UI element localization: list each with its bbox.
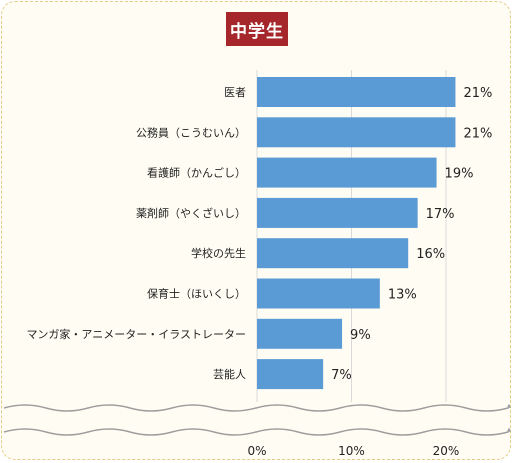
bar-6 bbox=[257, 318, 343, 349]
bars bbox=[257, 77, 456, 390]
value-label: 21% bbox=[463, 126, 492, 141]
x-tick-label: 10% bbox=[338, 444, 365, 458]
axis-break-line-top bbox=[3, 404, 511, 412]
bar-5 bbox=[257, 278, 380, 309]
category-label: マンガ家・アニメーター・イラストレーター bbox=[26, 327, 246, 341]
value-label: 9% bbox=[350, 328, 371, 343]
category-label: 学校の先生 bbox=[191, 246, 246, 260]
value-label: 17% bbox=[426, 207, 455, 222]
chart-title: 中学生 bbox=[226, 12, 288, 46]
category-label: 保育士（ほいくし） bbox=[147, 287, 246, 301]
category-label: 薬剤師（やくざいし） bbox=[136, 206, 246, 220]
value-labels: 21% 21% 19% 17% 16% 13% 9% 7% bbox=[331, 86, 492, 383]
value-label: 21% bbox=[463, 86, 492, 101]
bar-3 bbox=[257, 197, 418, 228]
value-label: 16% bbox=[416, 247, 445, 262]
bar-1 bbox=[257, 117, 456, 148]
category-label: 公務員（こうむいん） bbox=[136, 125, 246, 139]
x-tick-labels: 0% 10% 20% bbox=[247, 444, 459, 458]
value-label: 19% bbox=[445, 167, 474, 182]
category-label: 看護師（かんごし） bbox=[147, 166, 246, 180]
value-label: 7% bbox=[331, 368, 352, 383]
bar-0 bbox=[257, 77, 456, 107]
x-tick-label: 20% bbox=[433, 444, 460, 458]
axis-break bbox=[3, 402, 511, 438]
x-tick-label: 0% bbox=[247, 444, 266, 458]
bar-2 bbox=[257, 157, 437, 188]
axis-break-line-bottom bbox=[3, 428, 511, 436]
value-label: 13% bbox=[388, 288, 417, 303]
bar-7 bbox=[257, 359, 324, 390]
category-label: 医者 bbox=[224, 86, 246, 99]
bar-4 bbox=[257, 238, 409, 269]
category-label: 芸能人 bbox=[213, 367, 246, 381]
